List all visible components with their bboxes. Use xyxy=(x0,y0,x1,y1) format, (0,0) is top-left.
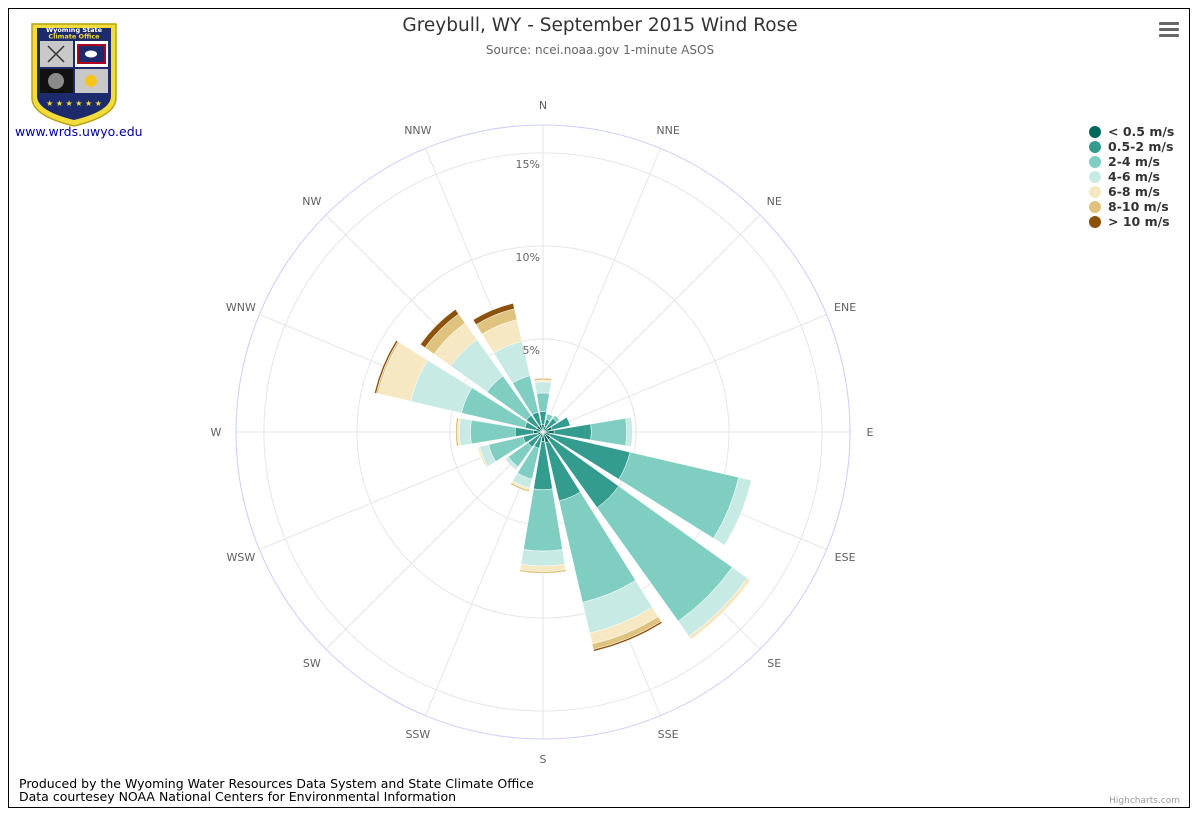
sector-w xyxy=(455,417,459,447)
menu-bar-icon xyxy=(1159,34,1179,37)
direction-label-ne: NE xyxy=(767,195,782,208)
sector-se xyxy=(688,577,751,640)
direction-label-sse: SSE xyxy=(658,728,679,741)
direction-label-w: W xyxy=(211,426,222,439)
sector-ne xyxy=(552,414,561,423)
menu-bar-icon xyxy=(1159,28,1179,31)
direction-label-wsw: WSW xyxy=(227,551,256,564)
website-link[interactable]: www.wrds.uwyo.edu xyxy=(15,124,143,139)
sector-n xyxy=(533,377,553,381)
legend-marker-icon xyxy=(1089,125,1101,138)
legend-label: < 0.5 m/s xyxy=(1108,124,1175,139)
sector-ssw xyxy=(510,482,530,493)
spoke-line xyxy=(542,214,761,433)
legend-label: 2-4 m/s xyxy=(1108,154,1160,169)
sector-n xyxy=(536,392,550,413)
grid-circle xyxy=(356,245,730,619)
chart-menu-button[interactable] xyxy=(1157,20,1181,42)
legend-marker-icon xyxy=(1089,200,1101,213)
sector-w xyxy=(459,417,472,447)
legend-item[interactable]: 8-10 m/s xyxy=(1089,199,1174,214)
legend-marker-icon xyxy=(1089,170,1101,183)
legend-marker-icon xyxy=(1089,155,1101,168)
direction-label-nnw: NNW xyxy=(404,124,431,137)
sector-s xyxy=(523,488,563,552)
radial-tick-label: 5% xyxy=(523,344,540,357)
sector-wsw xyxy=(477,446,489,468)
direction-label-ese: ESE xyxy=(835,551,856,564)
legend-label: > 10 m/s xyxy=(1108,214,1170,229)
grid-circle xyxy=(263,152,823,712)
chart-frame xyxy=(8,8,1190,808)
legend-item[interactable]: 2-4 m/s xyxy=(1089,154,1174,169)
sector-sw xyxy=(504,456,519,471)
sector-nne xyxy=(545,413,554,422)
legend-label: 4-6 m/s xyxy=(1108,169,1160,184)
logo-text-line1: Wyoming State xyxy=(46,26,103,34)
sector-e xyxy=(625,417,633,447)
climate-office-logo: Wyoming State Climate Office ★ ★ ★ ★ ★ ★ xyxy=(31,23,117,127)
legend-item[interactable]: > 10 m/s xyxy=(1089,214,1174,229)
direction-label-n: N xyxy=(539,99,547,112)
legend-marker-icon xyxy=(1089,215,1101,228)
direction-label-sw: SW xyxy=(303,657,321,670)
sector-ese xyxy=(713,477,752,546)
outer-ring xyxy=(235,124,851,740)
chart-subtitle: Source: ncei.noaa.gov 1-minute ASOS xyxy=(485,43,715,57)
highcharts-credits[interactable]: Highcharts.com xyxy=(1109,796,1180,806)
footer-line-producer: Produced by the Wyoming Water Resources … xyxy=(19,776,534,791)
sector-wnw xyxy=(374,340,399,394)
sector-e xyxy=(590,417,627,447)
legend-item[interactable]: 4-6 m/s xyxy=(1089,169,1174,184)
sector-nw xyxy=(420,309,459,348)
legend-item[interactable]: 6-8 m/s xyxy=(1089,184,1174,199)
logo-text-line2: Climate Office xyxy=(48,33,100,41)
footer-line-data-source: Data courtesey NOAA National Centers for… xyxy=(19,789,457,804)
menu-bar-icon xyxy=(1159,22,1179,25)
radial-tick-label: 15% xyxy=(516,158,540,171)
spoke-line xyxy=(325,431,544,650)
chart-title: Greybull, WY - September 2015 Wind Rose xyxy=(402,15,798,36)
chart-legend: < 0.5 m/s 0.5-2 m/s 2-4 m/s 4-6 m/s 6-8 m/s 8… xyxy=(1089,124,1174,229)
svg-text:★ ★ ★ ★ ★ ★: ★ ★ ★ ★ ★ ★ xyxy=(46,99,102,108)
sector-s xyxy=(520,549,566,567)
legend-marker-icon xyxy=(1089,185,1101,198)
sector-sse xyxy=(593,621,663,652)
direction-label-nne: NNE xyxy=(656,124,679,137)
legend-marker-icon xyxy=(1089,140,1101,153)
legend-item[interactable]: < 0.5 m/s xyxy=(1089,124,1174,139)
spoke-line xyxy=(542,148,661,433)
footer-note: Produced by the Wyoming Water Resources … xyxy=(19,777,534,803)
direction-label-ene: ENE xyxy=(834,301,856,314)
sector-s xyxy=(519,569,567,574)
direction-label-ssw: SSW xyxy=(405,728,430,741)
legend-label: 6-8 m/s xyxy=(1108,184,1160,199)
direction-label-e: E xyxy=(867,426,874,439)
legend-label: 8-10 m/s xyxy=(1108,199,1169,214)
legend-item[interactable]: 0.5-2 m/s xyxy=(1089,139,1174,154)
direction-label-s: S xyxy=(540,753,547,766)
spoke-line xyxy=(542,314,827,433)
sector-n xyxy=(534,381,552,394)
sector-ene xyxy=(550,416,571,431)
legend-label: 0.5-2 m/s xyxy=(1108,139,1174,154)
direction-label-nw: NW xyxy=(302,195,321,208)
radial-tick-label: 10% xyxy=(516,251,540,264)
direction-label-se: SE xyxy=(767,657,781,670)
sector-nnw xyxy=(472,303,515,325)
direction-label-wnw: WNW xyxy=(226,301,256,314)
